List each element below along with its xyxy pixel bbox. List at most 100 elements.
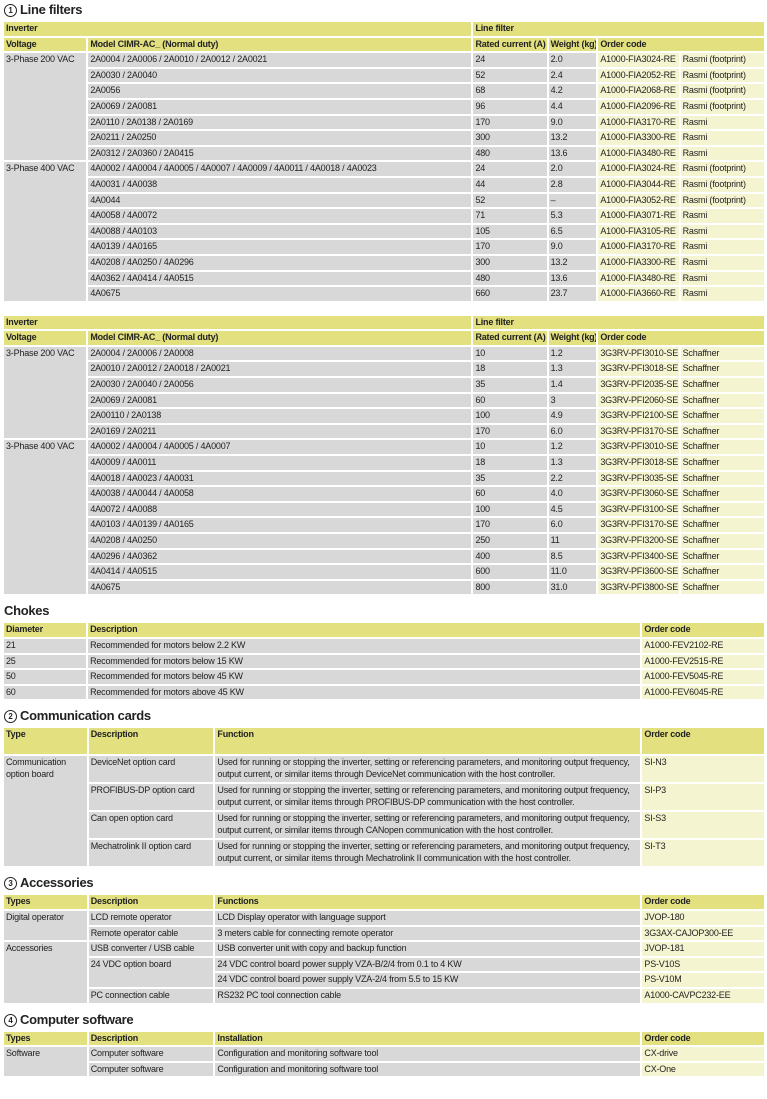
order-code-cell: A1000-FIA3170-RE — [598, 115, 679, 130]
supplier-cell: Rasmi (footprint) — [680, 53, 764, 67]
weight-cell: 6.0 — [548, 518, 597, 532]
weight-cell: 6.5 — [548, 224, 597, 239]
rated-current-cell: 170 — [473, 115, 547, 130]
weight-cell: 11.0 — [548, 565, 597, 579]
section-title-text: Line filters — [20, 2, 83, 17]
order-code-cell: A1000-FIA3071-RE — [598, 209, 679, 223]
supplier-cell: Rasmi — [680, 146, 764, 161]
weight-cell: 2.2 — [548, 471, 597, 486]
model-cell: 4A0058 / 4A0072 — [88, 209, 472, 223]
model-cell: 2A0030 / 2A0040 — [88, 68, 472, 83]
column-header: Order code — [598, 37, 764, 52]
column-header: Model CIMR-AC_ (Normal duty) — [88, 37, 472, 52]
table-row: Computer software Configuration and monit… — [4, 1062, 764, 1077]
diameter-cell: 25 — [4, 654, 87, 669]
rated-current-cell: 800 — [473, 580, 547, 595]
function-cell: Configuration and monitoring software to… — [215, 1062, 641, 1077]
table-row: 2A0069 / 2A0081 60 3 3G3RV-PFI2060-SE Schaff… — [4, 393, 764, 408]
table-row: 2A0069 / 2A0081 96 4.4 A1000-FIA2096-RE Rasm… — [4, 99, 764, 114]
column-header: Description — [88, 728, 214, 755]
supplier-cell: Rasmi (footprint) — [680, 162, 764, 176]
table-row: 4A0362 / 4A0414 / 4A0515 480 13.6 A1000-FIA… — [4, 271, 764, 286]
order-code-cell: CX-drive — [642, 1047, 764, 1061]
order-code-cell: A1000-FEV2102-RE — [642, 638, 764, 653]
voltage-cell: 3-Phase 200 VAC — [4, 346, 87, 439]
header-group-row: Inverter Line filter — [4, 22, 764, 36]
model-cell: 4A0675 — [88, 580, 472, 595]
column-header: Description — [88, 623, 641, 637]
column-header: Diameter — [4, 623, 87, 637]
section-title-line-filters: 1 Line filters — [0, 0, 767, 20]
rated-current-cell: 170 — [473, 240, 547, 254]
order-code-cell: 3G3RV-PFI2035-SE — [598, 378, 679, 392]
table-row: 3-Phase 200 VAC 2A0004 / 2A0006 / 2A0010 … — [4, 53, 764, 161]
rated-current-cell: 400 — [473, 549, 547, 564]
model-cell: 4A0675 — [88, 287, 472, 301]
supplier-cell: Rasmi (footprint) — [680, 68, 764, 83]
order-code-cell: 3G3RV-PFI3035-SE — [598, 471, 679, 486]
weight-cell: – — [548, 193, 597, 208]
description-cell: PC connection cable — [88, 988, 214, 1003]
order-code-cell: 3G3RV-PFI3010-SE — [598, 346, 679, 361]
header-row: Diameter Description Order code — [4, 623, 764, 637]
table-row: Software Computer software Configuration a… — [4, 1047, 764, 1077]
supplier-cell: Schaffner — [680, 440, 764, 455]
supplier-cell: Rasmi (footprint) — [680, 177, 764, 192]
rated-current-cell: 68 — [473, 84, 547, 98]
table-row: Mechatrolink II option card Used for runn… — [4, 840, 764, 867]
rated-current-cell: 60 — [473, 393, 547, 408]
order-code-cell: 3G3RV-PFI3018-SE — [598, 362, 679, 377]
description-cell: Recommended for motors below 15 KW — [88, 654, 641, 669]
order-code-cell: 3G3RV-PFI3600-SE — [598, 565, 679, 579]
order-code-cell: A1000-FIA2068-RE — [598, 84, 679, 98]
rated-current-cell: 52 — [473, 68, 547, 83]
table-row: 2A0010 / 2A0012 / 2A0018 / 2A0021 18 1.3 3G… — [4, 362, 764, 377]
table-row: 4A0044 52– A1000-FIA3052-RE Rasmi (footprin… — [4, 193, 764, 208]
model-cell: 2A0004 / 2A0006 / 2A0008 — [88, 346, 472, 361]
model-cell: 2A0312 / 2A0360 / 2A0415 — [88, 146, 472, 161]
rated-current-cell: 60 — [473, 487, 547, 501]
chokes-table: Diameter Description Order code 21 Recommend… — [2, 621, 766, 701]
model-cell: 4A0139 / 4A0165 — [88, 240, 472, 254]
header-row: Voltage Model CIMR-AC_ (Normal duty) Rated… — [4, 37, 764, 52]
table-row: Digital operator LCD remote operator LCD D… — [4, 910, 764, 941]
section-title-text: Computer software — [20, 1011, 134, 1027]
table-row: 2A0030 / 2A0040 52 2.4 A1000-FIA2052-RE Rasm… — [4, 68, 764, 83]
supplier-cell: Schaffner — [680, 549, 764, 564]
voltage-cell: 3-Phase 200 VAC — [4, 53, 87, 161]
table-row: 4A0058 / 4A0072 71 5.3 A1000-FIA3071-RE Rasm… — [4, 209, 764, 223]
table-row: 4A0009 / 4A0011 18 1.3 3G3RV-PFI3018-SE Scha… — [4, 456, 764, 470]
column-header: Description — [88, 895, 214, 909]
table-row: 4A0296 / 4A0362 400 8.5 3G3RV-PFI3400-SE Sch… — [4, 549, 764, 564]
order-code-cell: 3G3RV-PFI3400-SE — [598, 549, 679, 564]
circled-number-icon: 4 — [4, 1013, 17, 1027]
table-row: 2A0312 / 2A0360 / 2A0415 480 13.6 A1000-FIA… — [4, 146, 764, 161]
column-header: Description — [88, 1031, 214, 1046]
rated-current-cell: 100 — [473, 409, 547, 423]
model-cell: 2A0010 / 2A0012 / 2A0018 / 2A0021 — [88, 362, 472, 377]
supplier-cell: Schaffner — [680, 502, 764, 517]
section-title-computer-software: 4 Computer software — [0, 1010, 767, 1030]
weight-cell: 9.0 — [548, 115, 597, 130]
order-code-cell: A1000-FEV6045-RE — [642, 685, 764, 700]
column-header: Function — [215, 728, 641, 755]
rated-current-cell: 300 — [473, 255, 547, 270]
section-title-chokes: Chokes — [4, 603, 50, 619]
table-row: 4A0103 / 4A0139 / 4A0165 170 6.0 3G3RV-PFI3… — [4, 518, 764, 532]
rated-current-cell: 35 — [473, 471, 547, 486]
column-header: Functions — [215, 895, 641, 909]
order-code-cell: PS-V10M — [642, 973, 764, 987]
communication-cards-section: 2 Communication cards Type Description Func… — [0, 706, 767, 868]
order-code-cell: 3G3RV-PFI3010-SE — [598, 440, 679, 455]
model-cell: 2A0069 / 2A0081 — [88, 99, 472, 114]
rated-current-cell: 35 — [473, 378, 547, 392]
order-code-cell: A1000-FIA3300-RE — [598, 255, 679, 270]
order-code-cell: 3G3RV-PFI3170-SE — [598, 424, 679, 439]
weight-cell: 23.7 — [548, 287, 597, 301]
circled-number-icon: 2 — [4, 710, 17, 724]
table-row: Accessories USB converter / USB cable USB … — [4, 942, 764, 1003]
description-cell: Recommended for motors above 45 KW — [88, 685, 641, 700]
type-cell: Software — [4, 1047, 87, 1077]
model-cell: 2A0069 / 2A0081 — [88, 393, 472, 408]
column-header: Installation — [215, 1031, 641, 1046]
